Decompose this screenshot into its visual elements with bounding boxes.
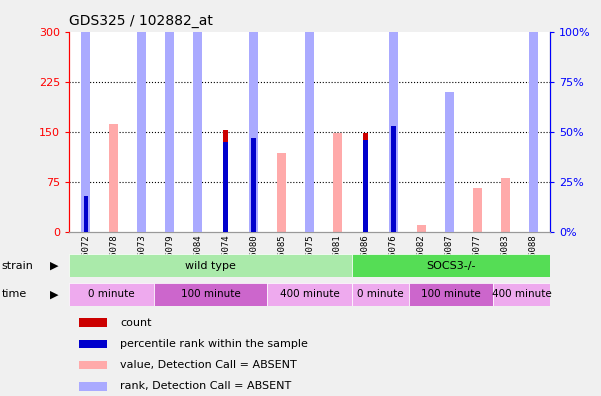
Bar — [79, 340, 108, 348]
Bar — [165, 2, 174, 232]
Bar — [81, 225, 90, 232]
Text: 400 minute: 400 minute — [279, 289, 340, 299]
Bar — [409, 283, 493, 306]
Bar — [137, 0, 146, 232]
Text: 0 minute: 0 minute — [88, 289, 135, 299]
Bar — [352, 283, 409, 306]
Bar — [251, 138, 256, 232]
Bar — [417, 225, 426, 232]
Bar — [109, 124, 118, 232]
Text: value, Detection Call = ABSENT: value, Detection Call = ABSENT — [120, 360, 297, 370]
Bar — [69, 283, 154, 306]
Bar — [81, 0, 90, 232]
Bar — [529, 0, 538, 232]
Bar — [79, 382, 108, 391]
Bar — [194, 123, 202, 232]
Bar — [194, 0, 202, 232]
Text: ▶: ▶ — [50, 261, 59, 271]
Bar — [363, 133, 368, 232]
Text: rank, Detection Call = ABSENT: rank, Detection Call = ABSENT — [120, 381, 291, 391]
Bar — [224, 142, 228, 232]
Text: time: time — [2, 289, 27, 299]
Bar — [249, 2, 258, 232]
Bar — [333, 133, 342, 232]
Bar — [137, 163, 146, 232]
Bar — [391, 126, 395, 232]
Bar — [277, 153, 286, 232]
Bar — [473, 188, 482, 232]
Bar — [79, 361, 108, 369]
Text: 0 minute: 0 minute — [357, 289, 403, 299]
Text: wild type: wild type — [185, 261, 236, 271]
Bar — [352, 254, 550, 277]
Bar — [305, 2, 314, 232]
Bar — [79, 318, 108, 327]
Bar — [69, 254, 352, 277]
Bar — [224, 130, 228, 232]
Text: count: count — [120, 318, 151, 327]
Bar — [391, 34, 395, 232]
Bar — [267, 283, 352, 306]
Text: strain: strain — [2, 261, 34, 271]
Bar — [529, 124, 538, 232]
Text: SOCS3-/-: SOCS3-/- — [426, 261, 475, 271]
Bar — [363, 140, 368, 232]
Text: 400 minute: 400 minute — [492, 289, 552, 299]
Bar — [165, 165, 174, 232]
Text: 100 minute: 100 minute — [421, 289, 481, 299]
Text: percentile rank within the sample: percentile rank within the sample — [120, 339, 308, 349]
Bar — [154, 283, 267, 306]
Text: GDS325 / 102882_at: GDS325 / 102882_at — [69, 14, 213, 28]
Bar — [84, 224, 88, 232]
Text: 100 minute: 100 minute — [181, 289, 240, 299]
Bar — [445, 198, 454, 232]
Bar — [493, 283, 550, 306]
Bar — [251, 136, 256, 232]
Bar — [389, 0, 398, 232]
Text: ▶: ▶ — [50, 289, 59, 299]
Bar — [84, 196, 88, 232]
Bar — [501, 178, 510, 232]
Bar — [305, 172, 314, 232]
Bar — [445, 91, 454, 232]
